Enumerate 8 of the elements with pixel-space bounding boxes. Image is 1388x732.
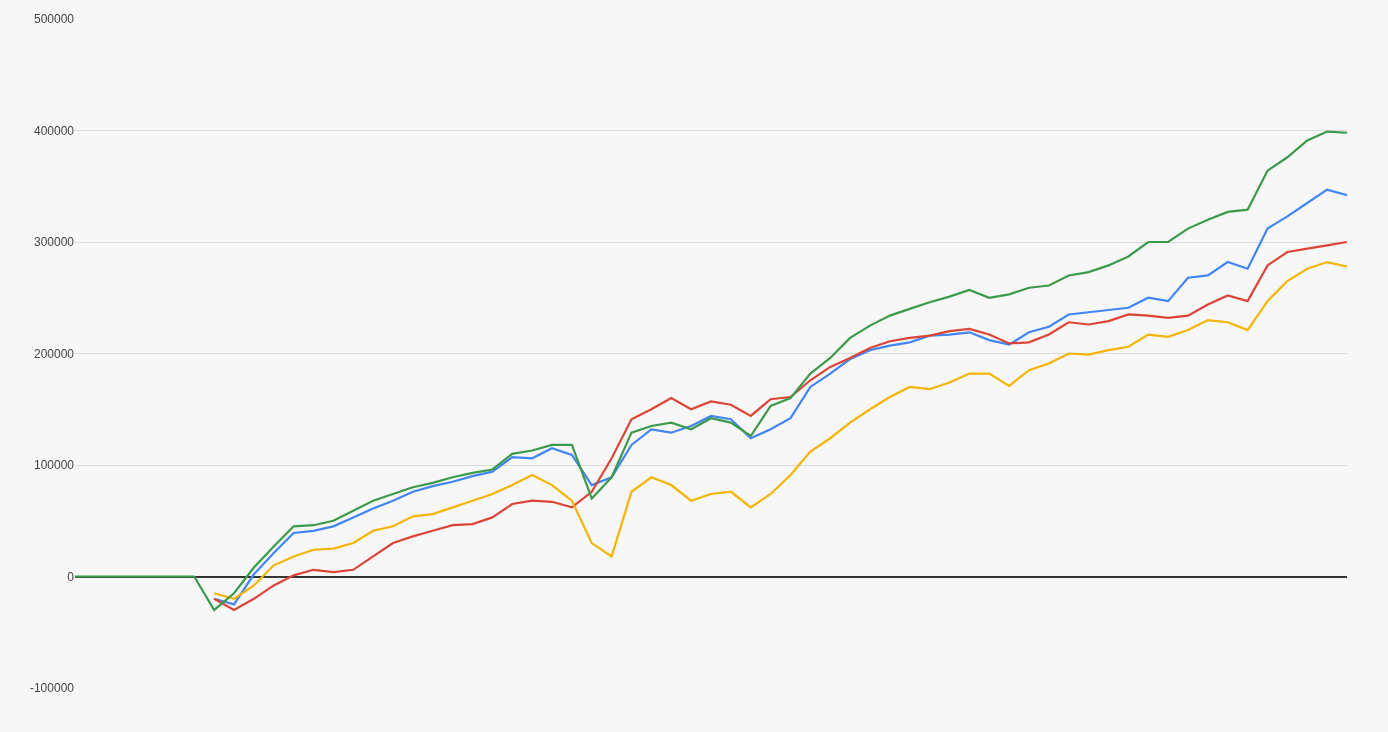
y-tick-label: 0 (67, 569, 75, 584)
y-tick-label: 400000 (33, 123, 75, 138)
y-tick-label: -100000 (29, 681, 75, 696)
y-tick-label: 300000 (33, 235, 75, 250)
y-tick-label: 200000 (33, 346, 75, 361)
line-series (75, 130, 1347, 612)
y-tick-label: 100000 (33, 458, 75, 473)
y-tick-label: 500000 (33, 12, 75, 27)
